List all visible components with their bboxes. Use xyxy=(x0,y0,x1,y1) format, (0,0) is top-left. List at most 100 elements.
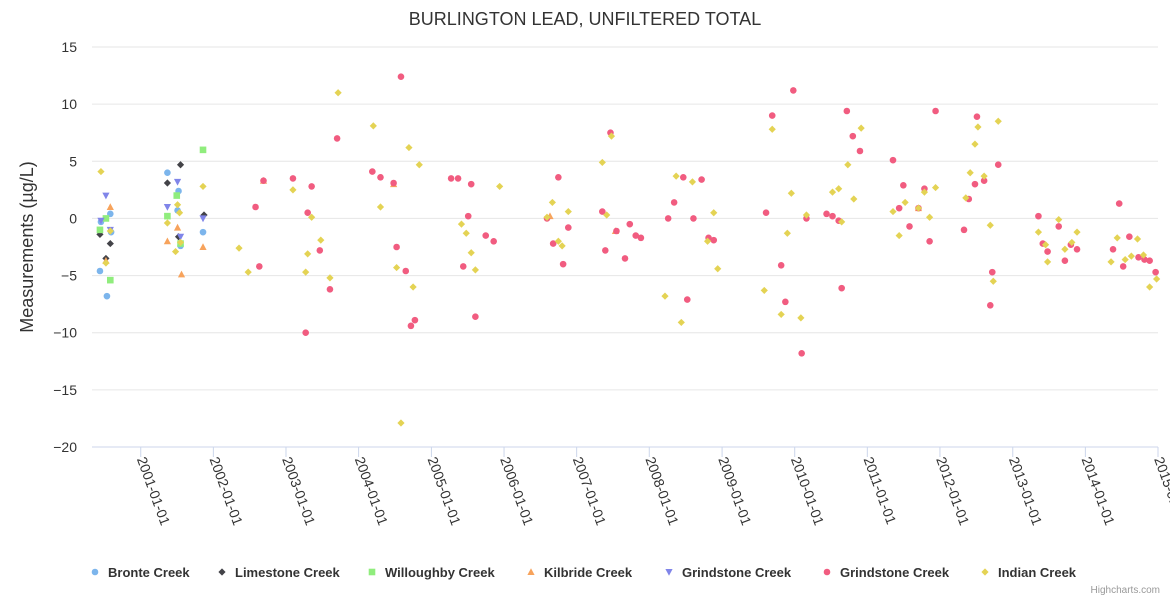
legend-marker-icon xyxy=(665,569,673,576)
series-3-kilbride-creek xyxy=(102,176,923,278)
data-point xyxy=(407,322,415,330)
data-point xyxy=(889,156,897,164)
data-point xyxy=(602,247,609,254)
data-point xyxy=(637,234,645,242)
x-tick-label: 2011-01-01 xyxy=(861,455,900,527)
data-point xyxy=(1113,234,1121,242)
data-point xyxy=(931,183,940,192)
data-point xyxy=(914,204,923,212)
data-point xyxy=(1126,233,1133,241)
legend-item[interactable]: Grindstone Creek xyxy=(665,565,792,580)
data-point xyxy=(96,226,104,234)
data-point xyxy=(790,87,797,94)
data-point xyxy=(714,265,722,273)
data-point xyxy=(397,419,405,427)
data-point xyxy=(598,158,606,167)
data-point xyxy=(980,177,988,185)
legend-item[interactable]: Grindstone Creek xyxy=(823,565,950,580)
data-point xyxy=(1055,215,1063,224)
legend-item[interactable]: Bronte Creek xyxy=(91,565,191,580)
data-point xyxy=(304,209,311,217)
data-point xyxy=(688,178,697,186)
data-point xyxy=(103,292,111,300)
credits-link[interactable]: Highcharts.com xyxy=(1090,585,1160,596)
data-point xyxy=(304,250,312,258)
legend-marker-icon xyxy=(981,568,989,576)
data-point xyxy=(849,132,857,140)
data-point xyxy=(260,177,267,185)
data-point xyxy=(1107,258,1115,266)
data-point xyxy=(1061,257,1069,265)
legend-item[interactable]: Indian Creek xyxy=(981,565,1077,580)
data-point xyxy=(994,117,1002,125)
data-point xyxy=(176,238,185,247)
data-point xyxy=(199,228,207,236)
data-point xyxy=(106,227,114,235)
data-point xyxy=(163,179,172,187)
data-point xyxy=(960,226,968,234)
data-point xyxy=(199,215,207,223)
x-tick-label: 2015-01-01 xyxy=(1151,455,1170,528)
data-point xyxy=(326,285,334,293)
data-point xyxy=(1135,253,1142,261)
x-tick-label: 2008-01-01 xyxy=(642,455,682,528)
data-point xyxy=(199,146,207,154)
legend-item[interactable]: Kilbride Creek xyxy=(527,565,633,580)
legend-item[interactable]: Willoughby Creek xyxy=(368,565,496,580)
data-point xyxy=(1041,241,1050,249)
x-tick-label: 2009-01-01 xyxy=(715,455,755,528)
data-point xyxy=(106,239,114,248)
legend-item[interactable]: Limestone Creek xyxy=(218,565,341,580)
data-point xyxy=(677,318,685,327)
legend-label: Willoughby Creek xyxy=(385,565,495,580)
data-point xyxy=(889,207,897,216)
data-point xyxy=(102,259,110,267)
data-point xyxy=(454,175,462,182)
legend-marker-icon xyxy=(823,568,831,576)
data-point xyxy=(106,203,114,210)
legend-label: Grindstone Creek xyxy=(840,565,950,580)
data-point xyxy=(256,263,263,270)
legend-label: Grindstone Creek xyxy=(682,565,792,580)
data-point xyxy=(1044,248,1051,255)
data-point xyxy=(334,89,342,97)
data-point xyxy=(326,274,334,282)
data-point xyxy=(96,267,104,275)
data-point xyxy=(906,223,913,230)
data-point xyxy=(856,147,864,155)
data-point xyxy=(1061,245,1069,253)
data-point xyxy=(613,227,620,235)
data-point xyxy=(173,223,182,231)
legend-label: Kilbride Creek xyxy=(544,565,633,580)
data-point xyxy=(850,195,858,203)
data-point xyxy=(97,217,105,225)
legend-label: Bronte Creek xyxy=(108,565,190,580)
data-point xyxy=(802,211,811,219)
data-point xyxy=(599,208,606,215)
data-point xyxy=(925,213,934,221)
series-6-indian-creek xyxy=(97,89,1161,427)
data-point xyxy=(163,219,172,227)
y-tick-label: 10 xyxy=(61,96,77,112)
y-tick-label: −15 xyxy=(53,382,77,398)
y-tick-label: 0 xyxy=(69,210,77,226)
data-point xyxy=(415,161,423,169)
data-point xyxy=(661,292,669,300)
data-point xyxy=(857,124,865,132)
data-point xyxy=(171,247,180,256)
data-point xyxy=(369,168,376,175)
data-point xyxy=(496,182,504,191)
data-point xyxy=(703,237,712,245)
data-point xyxy=(405,143,413,152)
data-point xyxy=(543,213,551,221)
data-point xyxy=(1068,238,1076,247)
data-point xyxy=(163,237,172,245)
data-point xyxy=(670,199,678,206)
data-point xyxy=(787,189,795,197)
data-point xyxy=(462,229,470,237)
data-point xyxy=(690,215,697,222)
data-point xyxy=(397,73,405,81)
data-point xyxy=(980,172,988,180)
